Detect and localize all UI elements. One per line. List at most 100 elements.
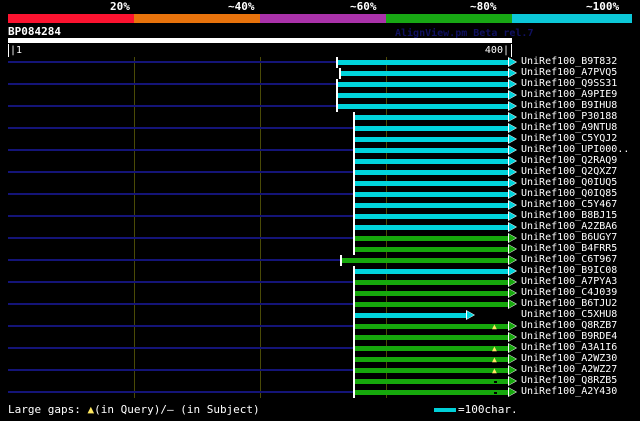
- alignment-hit-row[interactable]: UniRef100_A2Y430: [0, 386, 640, 398]
- hit-label[interactable]: UniRef100_Q8RZB7: [521, 320, 618, 331]
- hit-bar[interactable]: [338, 60, 508, 65]
- hit-label[interactable]: UniRef100_B8BJ15: [521, 210, 618, 221]
- hit-start-tick: [352, 277, 355, 288]
- alignment-hit-row[interactable]: UniRef100_Q2RAQ9: [0, 155, 640, 167]
- alignment-hit-row[interactable]: UniRef100_A7PYA3: [0, 276, 640, 288]
- hit-arrow-head: [509, 333, 516, 341]
- hit-bar[interactable]: [354, 192, 508, 197]
- hit-bar[interactable]: [338, 93, 508, 98]
- hit-bar[interactable]: [354, 247, 508, 252]
- hit-label[interactable]: UniRef100_A2WZ30: [521, 353, 618, 364]
- hit-label[interactable]: UniRef100_Q0IUQ5: [521, 177, 618, 188]
- hit-bar[interactable]: [354, 115, 508, 120]
- hit-label[interactable]: UniRef100_C6T967: [521, 254, 618, 265]
- hit-label[interactable]: UniRef100_B9T832: [521, 56, 618, 67]
- hit-label[interactable]: UniRef100_C5Y467: [521, 199, 618, 210]
- alignment-hit-row[interactable]: UniRef100_A7PVQ5: [0, 67, 640, 79]
- hit-bar[interactable]: [354, 225, 508, 230]
- hit-bar[interactable]: [354, 170, 508, 175]
- hit-label[interactable]: UniRef100_C5YQJ2: [521, 133, 618, 144]
- alignment-hit-row[interactable]: ▲ UniRef100_A2WZ27: [0, 364, 640, 376]
- alignment-hit-row[interactable]: UniRef100_B6TJU2: [0, 298, 640, 310]
- hit-label[interactable]: UniRef100_A7PYA3: [521, 276, 618, 287]
- hit-bar[interactable]: [354, 148, 508, 153]
- hit-bar[interactable]: [354, 324, 508, 329]
- hit-bar[interactable]: [354, 291, 508, 296]
- hit-label[interactable]: UniRef100_B9RDE4: [521, 331, 618, 342]
- hit-bar[interactable]: [354, 203, 508, 208]
- hit-label[interactable]: UniRef100_A9PIE9: [521, 89, 618, 100]
- hit-bar[interactable]: [354, 137, 508, 142]
- alignment-hit-row[interactable]: UniRef100_C5YQJ2: [0, 133, 640, 145]
- hit-bar[interactable]: [354, 368, 508, 373]
- hit-start-tick: [336, 101, 339, 112]
- hit-label[interactable]: UniRef100_Q9SS31: [521, 78, 618, 89]
- hit-label[interactable]: UniRef100_C5XHU8: [521, 309, 618, 320]
- hit-label[interactable]: UniRef100_B9IHU8: [521, 100, 618, 111]
- alignment-hit-row[interactable]: UniRef100_Q8RZB5: [0, 375, 640, 387]
- hit-bar[interactable]: [354, 236, 508, 241]
- alignment-hit-row[interactable]: UniRef100_B6UGY7: [0, 232, 640, 244]
- hit-bar[interactable]: [340, 71, 508, 76]
- hit-bar[interactable]: [354, 181, 508, 186]
- hit-label[interactable]: UniRef100_Q2QXZ7: [521, 166, 618, 177]
- hit-bar[interactable]: [354, 280, 508, 285]
- hit-label[interactable]: UniRef100_B6UGY7: [521, 232, 618, 243]
- hit-bar[interactable]: [354, 335, 508, 340]
- alignment-hit-row[interactable]: UniRef100_UPI000..: [0, 144, 640, 156]
- gap-in-subject-marker-icon: [494, 377, 497, 387]
- alignment-hit-row[interactable]: UniRef100_B9T832: [0, 56, 640, 68]
- hit-label[interactable]: UniRef100_A2WZ27: [521, 364, 618, 375]
- hit-bar[interactable]: [342, 258, 508, 263]
- hit-bar[interactable]: [354, 390, 508, 395]
- alignment-hit-row[interactable]: UniRef100_C5XHU8: [0, 309, 640, 321]
- hit-bar[interactable]: [354, 357, 508, 362]
- alignment-hit-row[interactable]: UniRef100_A9PIE9: [0, 89, 640, 101]
- hit-label[interactable]: UniRef100_B9IC08: [521, 265, 618, 276]
- alignment-hit-row[interactable]: UniRef100_B4FRR5: [0, 243, 640, 255]
- identity-scale-label-3: ~80%: [470, 0, 497, 13]
- alignment-hit-row[interactable]: ▲ UniRef100_A3A1I6: [0, 342, 640, 354]
- hit-label[interactable]: UniRef100_A3A1I6: [521, 342, 618, 353]
- hit-bar[interactable]: [354, 159, 508, 164]
- alignment-hit-row[interactable]: ▲ UniRef100_Q8RZB7: [0, 320, 640, 332]
- hit-label[interactable]: UniRef100_A7PVQ5: [521, 67, 618, 78]
- alignment-hit-row[interactable]: UniRef100_A9NTU8: [0, 122, 640, 134]
- hit-bar[interactable]: [354, 126, 508, 131]
- alignment-hit-row[interactable]: UniRef100_B9RDE4: [0, 331, 640, 343]
- ruler-left-edge: [8, 44, 9, 57]
- alignment-hit-row[interactable]: UniRef100_B8BJ15: [0, 210, 640, 222]
- alignment-hit-row[interactable]: UniRef100_A2ZBA6: [0, 221, 640, 233]
- alignment-hit-row[interactable]: UniRef100_P30188: [0, 111, 640, 123]
- alignment-hit-row[interactable]: UniRef100_Q0IQ85: [0, 188, 640, 200]
- hit-label[interactable]: UniRef100_B6TJU2: [521, 298, 618, 309]
- hit-label[interactable]: UniRef100_Q2RAQ9: [521, 155, 618, 166]
- hit-label[interactable]: UniRef100_B4FRR5: [521, 243, 618, 254]
- hit-label[interactable]: UniRef100_A9NTU8: [521, 122, 618, 133]
- hit-label[interactable]: UniRef100_P30188: [521, 111, 618, 122]
- hit-bar[interactable]: [338, 82, 508, 87]
- alignment-hit-row[interactable]: UniRef100_C5Y467: [0, 199, 640, 211]
- alignment-hit-row[interactable]: UniRef100_B9IC08: [0, 265, 640, 277]
- alignment-hit-row[interactable]: ▲ UniRef100_A2WZ30: [0, 353, 640, 365]
- hit-bar[interactable]: [354, 302, 508, 307]
- hit-bar[interactable]: [354, 313, 466, 318]
- hit-label[interactable]: UniRef100_Q8RZB5: [521, 375, 618, 386]
- alignment-hit-row[interactable]: UniRef100_B9IHU8: [0, 100, 640, 112]
- alignment-hit-row[interactable]: UniRef100_Q2QXZ7: [0, 166, 640, 178]
- hit-bar[interactable]: [354, 346, 508, 351]
- alignment-hit-row[interactable]: UniRef100_Q0IUQ5: [0, 177, 640, 189]
- alignment-hit-row[interactable]: UniRef100_C4J039: [0, 287, 640, 299]
- row-guide-line: [8, 193, 512, 195]
- hit-bar[interactable]: [338, 104, 508, 109]
- hit-bar[interactable]: [354, 214, 508, 219]
- hit-label[interactable]: UniRef100_A2ZBA6: [521, 221, 618, 232]
- alignment-hit-row[interactable]: UniRef100_C6T967: [0, 254, 640, 266]
- hit-label[interactable]: UniRef100_C4J039: [521, 287, 618, 298]
- hit-bar[interactable]: [354, 379, 508, 384]
- hit-bar[interactable]: [354, 269, 508, 274]
- alignment-hit-row[interactable]: UniRef100_Q9SS31: [0, 78, 640, 90]
- hit-label[interactable]: UniRef100_UPI000..: [521, 144, 630, 155]
- hit-label[interactable]: UniRef100_Q0IQ85: [521, 188, 618, 199]
- hit-label[interactable]: UniRef100_A2Y430: [521, 386, 618, 397]
